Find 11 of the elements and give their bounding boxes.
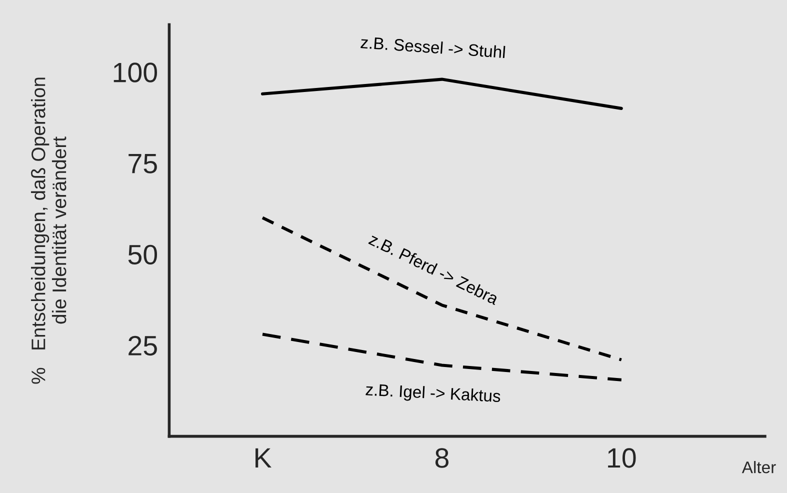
x-tick-label: K xyxy=(256,448,272,468)
x-tick-label: 8 xyxy=(435,448,448,468)
y-tick-label: 100 xyxy=(114,62,158,82)
series-label: z.B. Sessel -> Stuhl xyxy=(360,36,506,58)
y-axis-title: % Entscheidungen, daß Operation die Identität verändert xyxy=(31,78,66,384)
y-tick-label: 75 xyxy=(128,154,157,174)
y-tick-label: 50 xyxy=(128,244,158,264)
x-tick-label: 10 xyxy=(608,448,636,468)
y-tick-label: 25 xyxy=(128,336,157,356)
x-axis-title: Alter xyxy=(742,461,776,474)
series-label: z.B. Igel -> Kaktus xyxy=(366,383,501,406)
